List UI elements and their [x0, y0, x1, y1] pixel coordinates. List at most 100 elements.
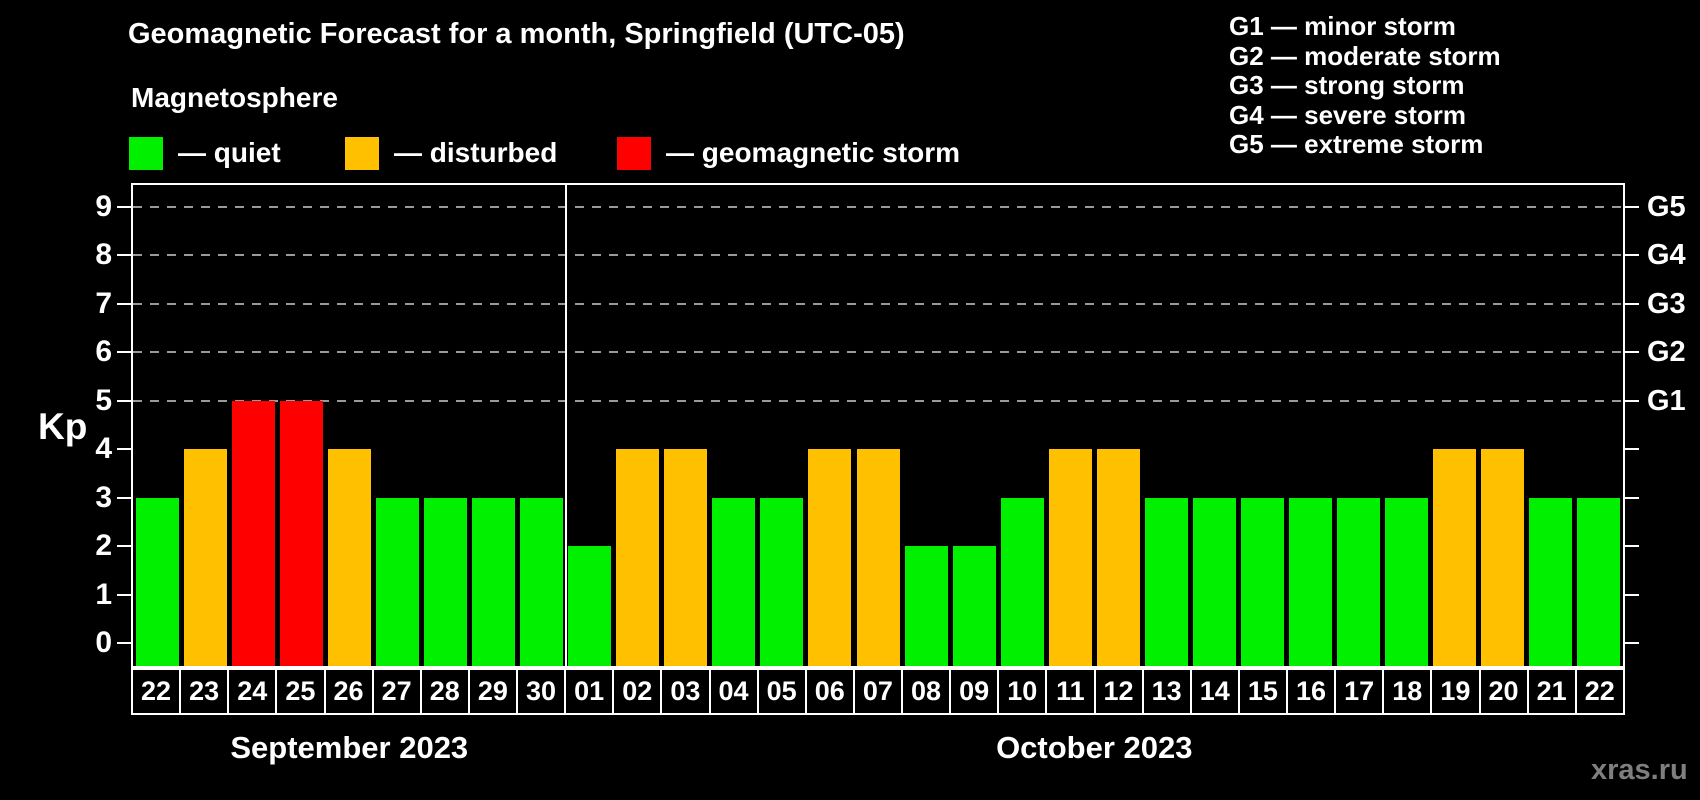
bar-october-12: [1096, 449, 1140, 666]
y-tick-left-7: [117, 302, 131, 305]
gridline-kp5: [133, 399, 1623, 402]
subtitle-magnetosphere: Magnetosphere: [131, 82, 338, 113]
day-label: 22: [1576, 668, 1625, 715]
day-label-row: 22 23 24 25 26 27 28 29 30 01 02 03 04 05 06 07 08 09 10 11…: [131, 668, 1625, 715]
day-label: 09: [951, 668, 1000, 715]
right-axis-label-g2: G2: [1647, 336, 1686, 368]
day-label: 02: [614, 668, 663, 715]
y-tick-label-3: 3: [95, 480, 112, 514]
day-label: 21: [1528, 668, 1577, 715]
quiet-swatch-icon: [129, 136, 163, 170]
y-tick-left-6: [117, 351, 131, 353]
y-tick-right-7: [1625, 302, 1639, 305]
day-label: 26: [325, 668, 374, 715]
day-label: 12: [1095, 668, 1144, 715]
disturbed-swatch-icon: [345, 136, 379, 170]
day-label: 30: [518, 668, 567, 715]
y-tick-left-0: [117, 642, 131, 644]
watermark: xras.ru: [1591, 754, 1688, 786]
y-tick-right-9: [1625, 205, 1639, 208]
y-tick-label-2: 2: [95, 529, 112, 562]
day-label: 27: [373, 668, 422, 715]
day-label: 24: [229, 668, 278, 715]
bar-october-05: [760, 497, 804, 666]
y-tick-left-8: [117, 254, 131, 256]
gridline-kp8: [133, 254, 1623, 256]
y-tick-right-2: [1625, 545, 1639, 547]
y-tick-left-2: [117, 545, 131, 547]
bar-october-01: [568, 546, 612, 666]
day-label: 14: [1191, 668, 1240, 715]
bar-october-09: [952, 546, 996, 666]
right-axis-label-g4: G4: [1647, 239, 1686, 271]
bar-october-03: [664, 449, 708, 666]
y-tick-left-3: [117, 496, 131, 499]
day-label: 28: [421, 668, 470, 715]
y-tick-left-9: [117, 205, 131, 208]
day-label: 01: [566, 668, 615, 715]
g-legend-line-g3: G3 — strong storm: [1229, 70, 1465, 100]
y-tick-label-5: 5: [95, 383, 112, 417]
legend-item-disturbed: — disturbed: [345, 136, 557, 170]
day-label: 06: [806, 668, 855, 715]
y-tick-label-9: 9: [95, 189, 112, 223]
day-label: 15: [1239, 668, 1288, 715]
day-label: 13: [1143, 668, 1192, 715]
bar-september-27: [375, 497, 419, 666]
y-tick-right-8: [1625, 254, 1639, 256]
y-tick-right-3: [1625, 496, 1639, 499]
bar-october-06: [808, 449, 852, 666]
y-tick-right-1: [1625, 593, 1639, 596]
bar-september-29: [471, 497, 515, 666]
y-tick-right-4: [1625, 448, 1639, 450]
y-tick-left-4: [117, 448, 131, 450]
day-label: 10: [999, 668, 1048, 715]
legend-label-storm: — geomagnetic storm: [666, 137, 961, 168]
bar-september-30: [520, 497, 564, 666]
day-label: 18: [1384, 668, 1433, 715]
bar-october-15: [1241, 497, 1285, 666]
legend-label-quiet: — quiet: [178, 137, 281, 168]
bar-october-17: [1337, 497, 1381, 666]
day-label: 05: [758, 668, 807, 715]
day-label: 25: [277, 668, 326, 715]
storm-swatch-icon: [617, 136, 651, 170]
y-axis-title-kp: Kp: [38, 406, 88, 447]
bar-october-13: [1144, 497, 1188, 666]
legend-item-storm: — geomagnetic storm: [617, 136, 960, 170]
page-title: Geomagnetic Forecast for a month, Spring…: [128, 18, 905, 50]
bar-september-26: [327, 449, 371, 666]
y-tick-label-6: 6: [95, 335, 112, 368]
day-label: 17: [1336, 668, 1385, 715]
bar-september-28: [423, 497, 467, 666]
bar-october-08: [904, 546, 948, 666]
day-label: 19: [1432, 668, 1481, 715]
y-tick-label-0: 0: [95, 626, 112, 659]
day-label: 20: [1480, 668, 1529, 715]
bar-october-11: [1048, 449, 1092, 666]
y-tick-right-5: [1625, 399, 1639, 402]
bar-september-23: [183, 449, 227, 666]
bar-october-02: [616, 449, 660, 666]
bar-october-21: [1529, 497, 1573, 666]
day-label: 04: [710, 668, 759, 715]
y-tick-label-4: 4: [95, 432, 112, 465]
bar-october-16: [1289, 497, 1333, 666]
bar-september-22: [135, 497, 179, 666]
bar-october-18: [1385, 497, 1429, 666]
day-label: 16: [1288, 668, 1337, 715]
day-label: 03: [662, 668, 711, 715]
y-tick-label-7: 7: [95, 286, 112, 320]
day-label: 23: [181, 668, 230, 715]
month-label: September 2023: [230, 730, 469, 765]
legend-item-quiet: — quiet: [129, 136, 281, 170]
plot-area: [131, 183, 1625, 668]
y-tick-left-5: [117, 399, 131, 402]
bar-september-24: [231, 400, 275, 666]
y-tick-label-8: 8: [95, 238, 112, 271]
g-legend-line-g4: G4 — severe storm: [1229, 99, 1467, 130]
y-tick-left-1: [117, 593, 131, 596]
day-label: 11: [1047, 668, 1096, 715]
gridline-kp7: [133, 302, 1623, 305]
